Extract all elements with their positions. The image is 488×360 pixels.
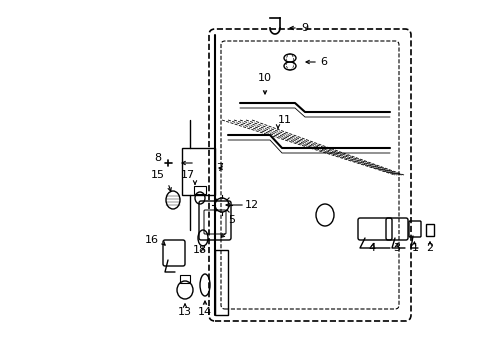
Bar <box>194 186 205 194</box>
Text: 18: 18 <box>193 245 206 255</box>
Text: 10: 10 <box>258 73 271 83</box>
Text: 17: 17 <box>181 170 195 180</box>
Bar <box>180 275 190 283</box>
Text: 9: 9 <box>301 23 308 33</box>
Text: 13: 13 <box>178 307 192 317</box>
Text: 15: 15 <box>151 170 164 180</box>
Text: 12: 12 <box>244 200 259 210</box>
Text: 14: 14 <box>198 307 212 317</box>
Bar <box>182 148 215 195</box>
Text: 7: 7 <box>216 163 223 173</box>
Text: 1: 1 <box>411 243 418 253</box>
Bar <box>215 250 227 315</box>
Text: 5: 5 <box>228 215 235 225</box>
Text: 11: 11 <box>278 115 291 125</box>
Text: 3: 3 <box>393 243 400 253</box>
Text: 8: 8 <box>154 153 161 163</box>
Text: 16: 16 <box>145 235 159 245</box>
Text: 2: 2 <box>426 243 433 253</box>
Text: 6: 6 <box>320 57 327 67</box>
Bar <box>425 224 433 236</box>
Text: 4: 4 <box>367 243 375 253</box>
